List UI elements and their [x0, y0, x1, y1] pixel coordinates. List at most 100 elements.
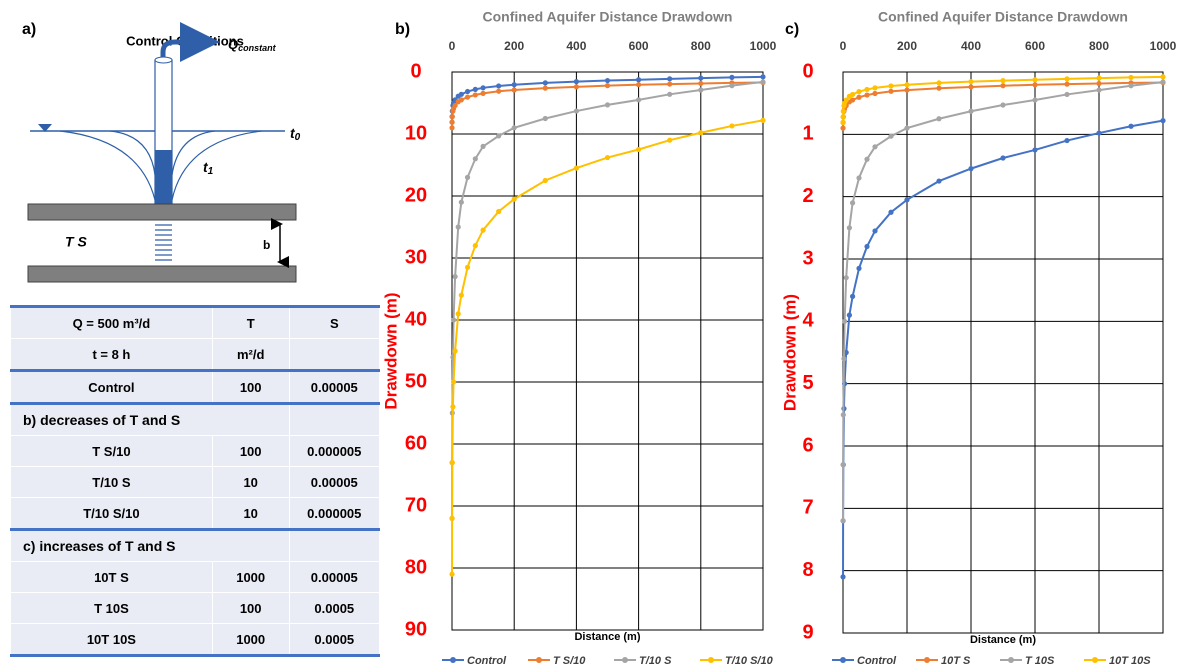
data-point: [604, 102, 611, 108]
y-tick-label: 9: [802, 621, 813, 643]
t0-label: t0: [290, 125, 301, 143]
data-point: [856, 265, 862, 271]
x-tick-label: 800: [1089, 39, 1109, 53]
x-tick-label: 0: [449, 39, 456, 53]
table-row: T/10 S/10 10 0.000005: [10, 497, 381, 531]
data-point: [1000, 155, 1006, 161]
confining-layer-top: [27, 203, 297, 221]
data-point: [452, 102, 458, 109]
y-tick-label: 1: [802, 123, 813, 145]
t1-symbol: t: [203, 159, 209, 175]
table-cell: 0.00005: [288, 370, 381, 405]
data-point: [450, 379, 457, 385]
y-axis-label: Drawdown (m): [780, 294, 799, 411]
data-point: [888, 209, 894, 215]
data-point: [667, 76, 673, 82]
data-point: [458, 199, 464, 205]
table-cell: 10T S: [10, 561, 213, 593]
legend-marker: [536, 657, 542, 663]
t1-subscript: 1: [208, 166, 214, 177]
data-point: [698, 80, 704, 87]
chart-title: Confined Aquifer Distance Drawdown: [483, 9, 733, 25]
data-point: [843, 97, 849, 103]
table-cell: 0.000005: [288, 435, 381, 467]
y-tick-label: 3: [802, 247, 813, 269]
data-point: [450, 404, 456, 410]
data-point: [872, 85, 878, 91]
x-tick-label: 400: [566, 39, 586, 53]
table-cell: b) decreases of T and S: [10, 403, 290, 436]
data-point: [936, 116, 942, 122]
data-point: [872, 144, 878, 150]
table-cell: 0.00005: [288, 561, 381, 593]
well-screen: [155, 224, 172, 261]
data-point: [850, 293, 856, 299]
data-point: [1128, 83, 1134, 89]
data-point: [904, 82, 910, 88]
data-point: [698, 130, 704, 136]
data-point: [452, 348, 458, 354]
data-point: [604, 77, 611, 84]
data-point: [449, 119, 455, 125]
data-point: [1032, 77, 1038, 83]
data-point: [464, 174, 471, 180]
data-point: [840, 108, 846, 114]
table-cell: Q = 500 m³/d: [10, 305, 213, 339]
data-point: [936, 85, 942, 91]
data-point: [1096, 130, 1102, 136]
data-point: [729, 74, 735, 80]
data-point: [636, 97, 642, 103]
data-point: [480, 90, 486, 96]
data-point: [458, 292, 464, 298]
table-cell: 10T 10S: [10, 623, 213, 657]
t0-subscript: 0: [295, 132, 301, 143]
confining-layer-bottom: [27, 265, 297, 283]
data-point: [936, 178, 942, 184]
data-point: [968, 108, 974, 114]
data-point: [1032, 97, 1038, 103]
data-point: [840, 125, 846, 131]
cone-t1: [109, 130, 216, 176]
panel-label: c): [785, 21, 799, 38]
data-point: [480, 227, 486, 233]
table-row: Q = 500 m³/d T S: [10, 305, 381, 339]
y-tick-label: 5: [802, 372, 813, 394]
data-point: [542, 80, 548, 86]
legend-marker: [1008, 657, 1014, 663]
data-point: [604, 154, 611, 161]
data-point: [1128, 74, 1134, 81]
table-cell: T: [211, 305, 290, 339]
data-point: [888, 88, 894, 94]
data-point: [760, 74, 766, 80]
x-tick-label: 600: [629, 39, 649, 53]
table-cell: 1000: [211, 561, 290, 593]
data-point: [1096, 80, 1102, 87]
legend-label: T/10 S: [639, 655, 672, 667]
y-tick-label: 8: [802, 559, 813, 581]
flow-arrow: [160, 22, 220, 70]
table-cell: t = 8 h: [10, 338, 213, 372]
data-point: [850, 91, 856, 98]
data-point: [449, 515, 455, 522]
data-point: [480, 85, 486, 91]
x-tick-label: 0: [840, 39, 847, 53]
legend-marker: [924, 657, 930, 663]
data-point: [840, 119, 846, 126]
data-point: [472, 156, 478, 162]
legend-label: T/10 S/10: [725, 655, 774, 667]
data-point: [573, 79, 580, 85]
data-point: [573, 165, 580, 171]
y-tick-label: 4: [802, 310, 814, 332]
x-tick-label: 200: [504, 39, 524, 53]
table-cell-empty: [288, 529, 381, 562]
y-tick-label: 30: [405, 246, 427, 268]
table-cell: m²/d: [211, 338, 290, 372]
data-point: [464, 94, 471, 100]
legend-marker: [450, 657, 456, 663]
data-point: [458, 91, 464, 97]
data-point: [511, 82, 517, 88]
x-axis-label: Distance (m): [574, 631, 640, 643]
data-point: [842, 318, 848, 324]
y-tick-label: 50: [405, 370, 427, 392]
